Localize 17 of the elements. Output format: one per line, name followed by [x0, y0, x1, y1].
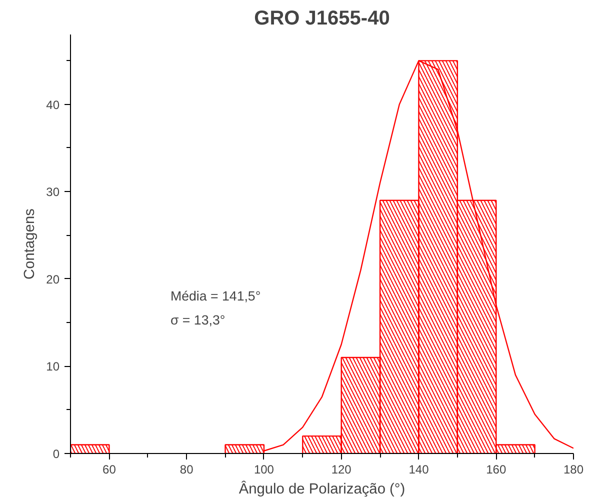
annotation: Média = 141,5°	[170, 288, 261, 304]
x-tick-label: 140	[408, 462, 430, 476]
x-tick-label: 60	[102, 462, 116, 476]
y-tick-label: 20	[46, 272, 60, 286]
y-tick-label: 30	[46, 185, 60, 200]
y-tick-label: 10	[46, 360, 60, 374]
y-tick-label: 40	[46, 98, 60, 112]
x-tick-label: 120	[331, 462, 352, 476]
x-tick-label: 100	[254, 462, 274, 476]
x-tick-label: 80	[180, 462, 194, 476]
x-tick-label: 160	[486, 462, 506, 476]
x-axis-title: Ângulo de Polarização (°)	[238, 480, 406, 498]
x-tick-label: 180	[563, 462, 584, 476]
y-axis-title: Contagens	[22, 208, 38, 280]
y-tick-label: 0	[52, 447, 60, 461]
annotation: σ = 13,3°	[170, 312, 226, 328]
chart-title: GRO J1655-40	[254, 8, 390, 30]
